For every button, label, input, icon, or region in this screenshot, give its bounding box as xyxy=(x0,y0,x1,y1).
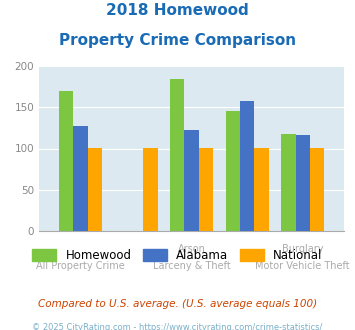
Text: Arson: Arson xyxy=(178,244,206,254)
Bar xyxy=(88,148,102,231)
Bar xyxy=(185,130,199,231)
Bar xyxy=(281,134,295,231)
Bar xyxy=(240,101,255,231)
Bar xyxy=(59,91,73,231)
Bar xyxy=(310,148,324,231)
Legend: Homewood, Alabama, National: Homewood, Alabama, National xyxy=(28,244,327,266)
Text: Burglary: Burglary xyxy=(282,244,323,254)
Text: Property Crime Comparison: Property Crime Comparison xyxy=(59,33,296,48)
Text: Compared to U.S. average. (U.S. average equals 100): Compared to U.S. average. (U.S. average … xyxy=(38,299,317,309)
Text: © 2025 CityRating.com - https://www.cityrating.com/crime-statistics/: © 2025 CityRating.com - https://www.city… xyxy=(32,323,323,330)
Bar xyxy=(255,148,269,231)
Bar xyxy=(170,79,185,231)
Bar xyxy=(225,112,240,231)
Text: 2018 Homewood: 2018 Homewood xyxy=(106,3,249,18)
Bar xyxy=(143,148,158,231)
Text: Motor Vehicle Theft: Motor Vehicle Theft xyxy=(255,261,350,271)
Bar xyxy=(73,126,88,231)
Text: Larceny & Theft: Larceny & Theft xyxy=(153,261,231,271)
Bar xyxy=(199,148,213,231)
Text: All Property Crime: All Property Crime xyxy=(36,261,125,271)
Bar xyxy=(295,135,310,231)
